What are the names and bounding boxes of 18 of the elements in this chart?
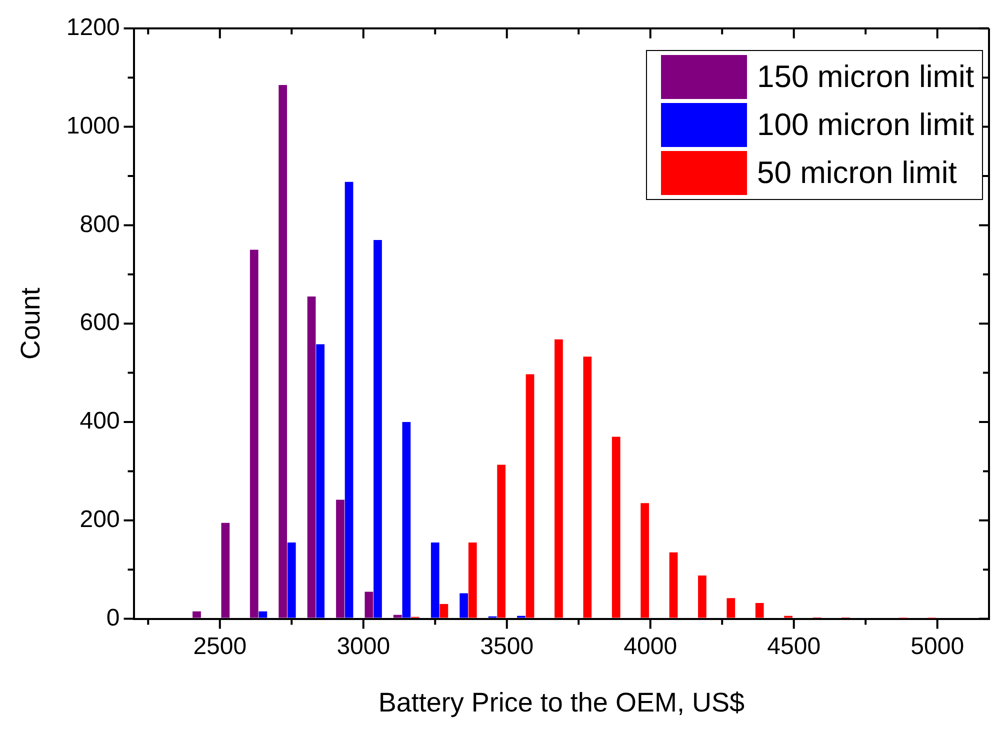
x-tick-label: 4000 [624,632,678,660]
x-tick-label: 3500 [480,632,534,660]
x-tick-label: 3000 [336,632,390,660]
y-axis-title: Count [16,287,46,360]
y-tick-label: 600 [80,309,120,336]
legend-label: 50 micron limit [757,155,957,192]
x-axis-title: Battery Price to the OEM, US$ [378,687,744,718]
x-tick-label: 5000 [910,632,964,660]
y-tick-label: 400 [80,408,120,435]
y-tick-label: 1000 [66,112,120,140]
y-tick-label: 0 [106,604,120,632]
y-tick-label: 800 [80,210,120,238]
x-tick-label: 2500 [193,632,247,660]
y-tick-label: 200 [80,506,120,534]
legend-label: 100 micron limit [757,107,974,144]
legend-label: 150 micron limit [757,59,974,96]
y-tick-label: 1200 [66,14,120,42]
x-tick-label: 4500 [767,632,821,660]
